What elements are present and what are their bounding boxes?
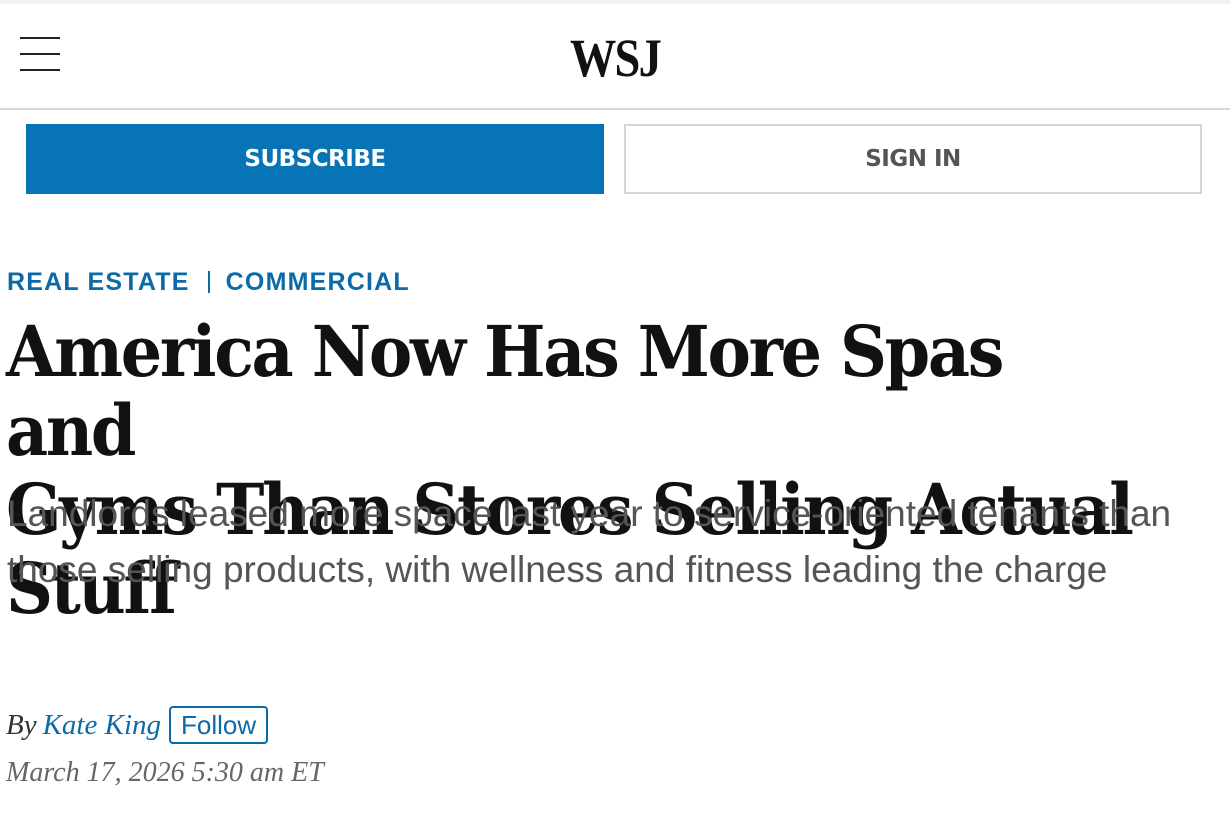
author-link[interactable]: Kate King bbox=[42, 708, 162, 741]
breadcrumb-separator bbox=[207, 271, 210, 293]
menu-line bbox=[20, 53, 60, 55]
headline-line-1: America Now Has More Spas and bbox=[6, 310, 1004, 472]
top-rule bbox=[0, 0, 1230, 4]
wsj-logo[interactable]: WSJ bbox=[569, 28, 662, 88]
hamburger-menu-icon[interactable] bbox=[20, 37, 60, 71]
breadcrumb-subsection-link[interactable]: COMMERCIAL bbox=[225, 267, 410, 296]
subscribe-button[interactable]: SUBSCRIBE bbox=[26, 124, 604, 194]
byline: By Kate King Follow bbox=[6, 704, 269, 746]
byline-prefix: By bbox=[6, 708, 37, 741]
breadcrumb-section-link[interactable]: REAL ESTATE bbox=[7, 267, 190, 296]
follow-author-button[interactable]: Follow bbox=[169, 706, 269, 744]
article-headline: America Now Has More Spas and Gyms Than … bbox=[6, 312, 1142, 628]
menu-line bbox=[20, 37, 60, 39]
sign-in-button[interactable]: SIGN IN bbox=[624, 124, 1202, 194]
headline-line-2: Gyms Than Stores Selling Actual Stuff bbox=[6, 468, 1134, 630]
publish-timestamp: March 17, 2026 5:30 am ET bbox=[6, 757, 324, 788]
menu-line bbox=[20, 69, 60, 71]
breadcrumb: REAL ESTATE COMMERCIAL bbox=[7, 264, 410, 300]
site-header: WSJ bbox=[0, 4, 1230, 110]
article-dek: Landlords leased more space last year to… bbox=[7, 493, 1172, 590]
